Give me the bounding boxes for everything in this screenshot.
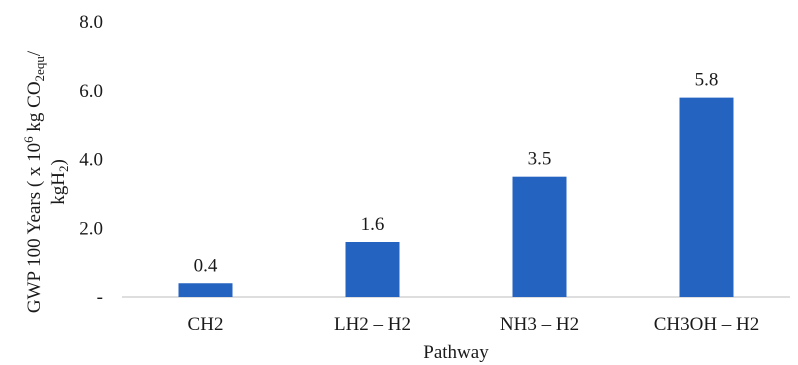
data-label: 5.8	[695, 70, 719, 91]
y-tick-label: 6.0	[79, 81, 103, 102]
y-axis-title-kgh: kgH	[48, 172, 69, 205]
y-axis-title-superscript: 6	[21, 136, 36, 143]
y-axis-title-unit: kg CO	[24, 81, 45, 136]
data-label: 0.4	[194, 255, 218, 276]
y-tick-label: 8.0	[79, 12, 103, 33]
y-axis-title-prefix: GWP 100 Years ( x 10	[24, 143, 45, 313]
y-axis-title-h-subscript: 2	[56, 166, 71, 173]
y-axis-title-line1: GWP 100 Years ( x 106 kg CO2equ/	[21, 50, 47, 313]
y-tick-label: 2.0	[79, 218, 103, 239]
y-tick-label: 4.0	[79, 150, 103, 171]
y-axis-title-line2: kgH2)	[48, 159, 71, 205]
bar	[178, 283, 233, 297]
x-category-label: CH2	[188, 314, 224, 335]
x-category-label: NH3 – H2	[500, 314, 579, 335]
bar	[679, 97, 734, 297]
x-axis-categories: CH2 LH2 – H2 NH3 – H2 CH3OH – H2	[188, 314, 760, 335]
bar	[512, 176, 567, 297]
y-axis-ticks: - 2.0 4.0 6.0 8.0	[79, 12, 103, 308]
y-axis-title-close-paren: )	[48, 159, 69, 165]
y-tick-label: -	[97, 287, 103, 308]
x-axis-title: Pathway	[423, 342, 489, 363]
data-label: 3.5	[528, 149, 552, 170]
y-axis-title: GWP 100 Years ( x 106 kg CO2equ/ kgH2)	[21, 50, 71, 313]
y-axis-title-slash: /	[24, 50, 45, 56]
x-category-label: CH3OH – H2	[654, 314, 760, 335]
bars	[178, 97, 734, 297]
data-label: 1.6	[361, 214, 385, 235]
x-category-label: LH2 – H2	[334, 314, 411, 335]
data-labels: 0.4 1.6 3.5 5.8	[194, 70, 719, 277]
y-axis-title-subscript: 2equ	[32, 56, 47, 82]
bar	[345, 242, 400, 297]
